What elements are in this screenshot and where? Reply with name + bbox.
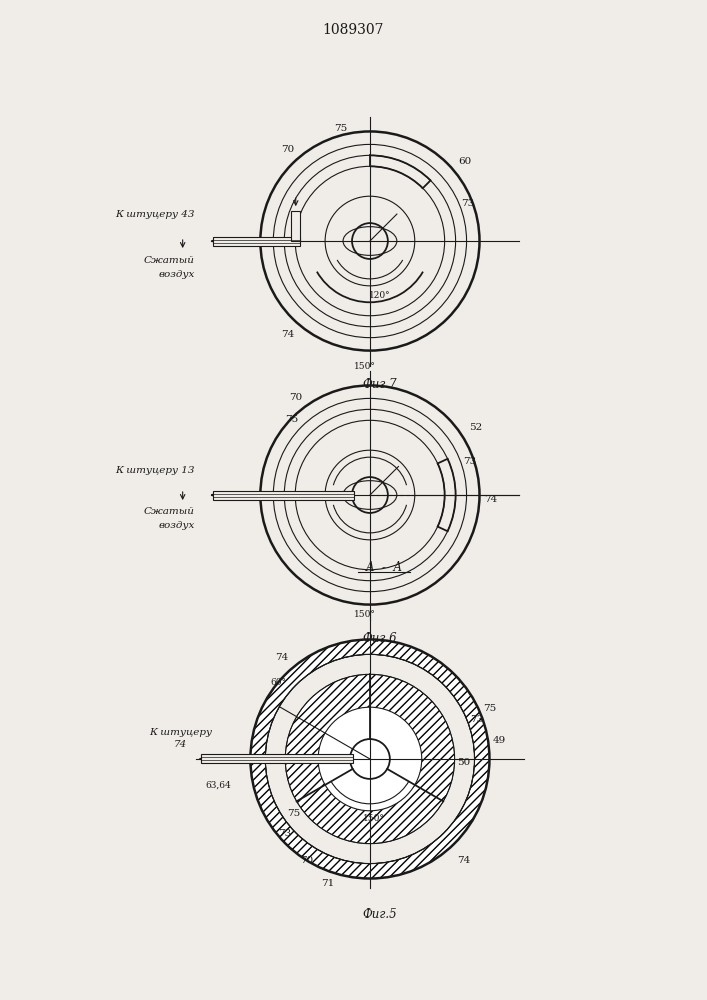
- Text: 49: 49: [493, 736, 506, 745]
- Text: 150°: 150°: [363, 814, 385, 823]
- Circle shape: [350, 739, 390, 779]
- Text: Сжатый: Сжатый: [144, 507, 194, 516]
- Text: 74: 74: [275, 653, 288, 662]
- Text: 52: 52: [469, 423, 482, 432]
- Text: 74: 74: [281, 330, 295, 339]
- Text: К штуцеру: К штуцеру: [149, 728, 212, 737]
- Text: 73: 73: [278, 829, 291, 838]
- Text: 60°: 60°: [271, 678, 287, 687]
- Text: 75: 75: [484, 704, 496, 713]
- Text: 70: 70: [300, 856, 314, 865]
- Text: 70: 70: [281, 145, 295, 154]
- Text: К штуцеру 13: К штуцеру 13: [115, 466, 194, 475]
- Bar: [213, 491, 354, 500]
- Text: 60: 60: [458, 157, 471, 166]
- Text: Фиг.5: Фиг.5: [363, 908, 397, 921]
- Text: К штуцеру 43: К штуцеру 43: [115, 210, 194, 219]
- Wedge shape: [285, 674, 455, 844]
- Text: воздух: воздух: [158, 521, 194, 530]
- Text: Фиг.7: Фиг.7: [363, 378, 397, 391]
- Text: 75: 75: [287, 809, 300, 818]
- Text: 150°: 150°: [354, 610, 376, 619]
- Text: 50: 50: [457, 758, 471, 767]
- Text: 75: 75: [334, 124, 348, 133]
- Text: 1089307: 1089307: [323, 23, 384, 37]
- Circle shape: [318, 707, 422, 811]
- Text: 63,64: 63,64: [206, 781, 231, 790]
- Text: -  A: - A: [382, 561, 402, 574]
- Text: 73: 73: [462, 199, 474, 208]
- Text: 73: 73: [470, 715, 483, 724]
- Text: Фиг.6: Фиг.6: [363, 632, 397, 645]
- Bar: [291, 211, 300, 241]
- Text: 74: 74: [457, 856, 470, 865]
- Bar: [201, 754, 353, 763]
- Text: 73: 73: [464, 457, 477, 466]
- Text: 70: 70: [289, 393, 302, 402]
- Text: 74: 74: [174, 740, 187, 749]
- Text: 120°: 120°: [369, 291, 391, 300]
- Wedge shape: [250, 639, 489, 879]
- Text: 150°: 150°: [354, 362, 376, 371]
- Text: 71: 71: [321, 879, 334, 888]
- Text: A: A: [366, 561, 374, 574]
- Text: Сжатый: Сжатый: [144, 256, 194, 265]
- Text: 75: 75: [286, 415, 298, 424]
- Bar: [213, 237, 300, 246]
- Text: 74: 74: [484, 495, 498, 504]
- Text: воздух: воздух: [158, 270, 194, 279]
